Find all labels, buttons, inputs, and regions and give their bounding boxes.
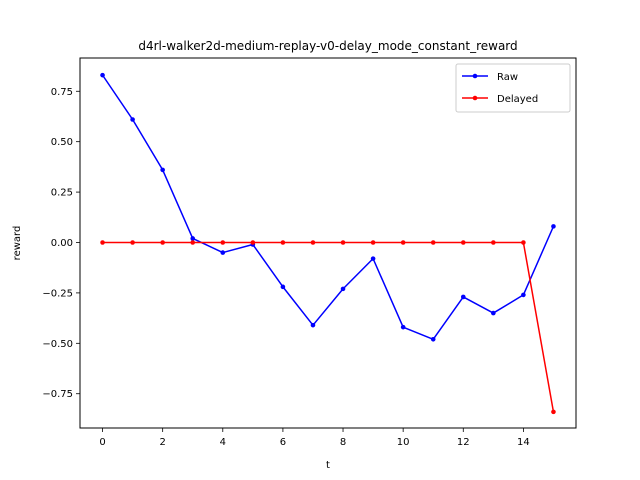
series-layer: [100, 72, 556, 415]
data-point-delayed: [220, 240, 226, 245]
y-tick-label: −0.75: [42, 389, 73, 400]
legend-marker-raw: [472, 73, 478, 79]
series-line-delayed: [102, 241, 555, 413]
legend-label-raw: Raw: [497, 72, 518, 83]
x-tick-label: 4: [220, 437, 226, 448]
legend: Raw Delayed: [455, 63, 571, 113]
data-point-delayed: [190, 240, 196, 245]
data-point-raw: [491, 310, 496, 316]
x-tick-label: 10: [397, 437, 410, 448]
series-line-raw: [101, 74, 555, 341]
y-tick-label: 0.25: [51, 188, 73, 199]
data-point-delayed: [250, 240, 256, 245]
data-point-raw: [340, 286, 346, 292]
data-point-raw: [310, 322, 316, 328]
data-point-raw: [521, 292, 526, 298]
data-point-raw: [370, 256, 376, 261]
y-axis: −0.75 −0.50 −0.25 0.00 0.25 0.50 0.75: [42, 87, 80, 400]
x-tick-label: 8: [340, 437, 346, 448]
chart-title: d4rl-walker2d-medium-replay-v0-delay_mod…: [138, 39, 517, 53]
data-point-delayed: [460, 240, 466, 245]
legend-label-delayed: Delayed: [497, 94, 538, 105]
data-point-delayed: [280, 240, 286, 245]
data-point-delayed: [310, 240, 316, 245]
x-tick-label: 2: [159, 437, 165, 448]
plot-frame: [79, 57, 577, 429]
y-tick-label: 0.75: [51, 87, 73, 98]
data-point-raw: [160, 167, 165, 173]
x-tick-label: 14: [517, 437, 530, 448]
data-point-delayed: [430, 240, 436, 245]
data-point-raw: [551, 224, 556, 229]
x-axis-label: t: [326, 460, 330, 471]
data-point-delayed: [400, 240, 406, 245]
x-tick-label: 6: [280, 437, 286, 448]
y-tick-label: 0.50: [51, 137, 73, 148]
data-point-delayed: [370, 240, 376, 245]
data-point-raw: [130, 117, 135, 122]
y-axis-label: reward: [12, 226, 23, 261]
data-point-raw: [100, 72, 105, 78]
y-tick-label: −0.25: [42, 288, 73, 299]
data-point-delayed: [340, 240, 346, 245]
data-point-raw: [460, 294, 466, 300]
y-tick-label: −0.50: [42, 339, 73, 350]
data-point-raw: [280, 284, 286, 290]
x-axis: 0 2 4 6 8 10 12 14: [99, 428, 530, 448]
data-point-raw: [220, 250, 226, 255]
data-point-raw: [400, 324, 406, 330]
data-point-delayed: [491, 240, 496, 245]
x-tick-label: 12: [457, 437, 470, 448]
legend-marker-delayed: [472, 95, 478, 101]
data-point-delayed: [130, 240, 135, 245]
data-point-delayed: [160, 240, 165, 245]
data-point-delayed: [100, 240, 105, 245]
data-point-raw: [430, 336, 436, 342]
data-point-delayed: [551, 409, 556, 415]
data-point-delayed: [521, 240, 526, 245]
x-tick-label: 0: [99, 437, 105, 448]
data-point-raw: [190, 236, 196, 241]
y-tick-label: 0.00: [51, 238, 73, 249]
